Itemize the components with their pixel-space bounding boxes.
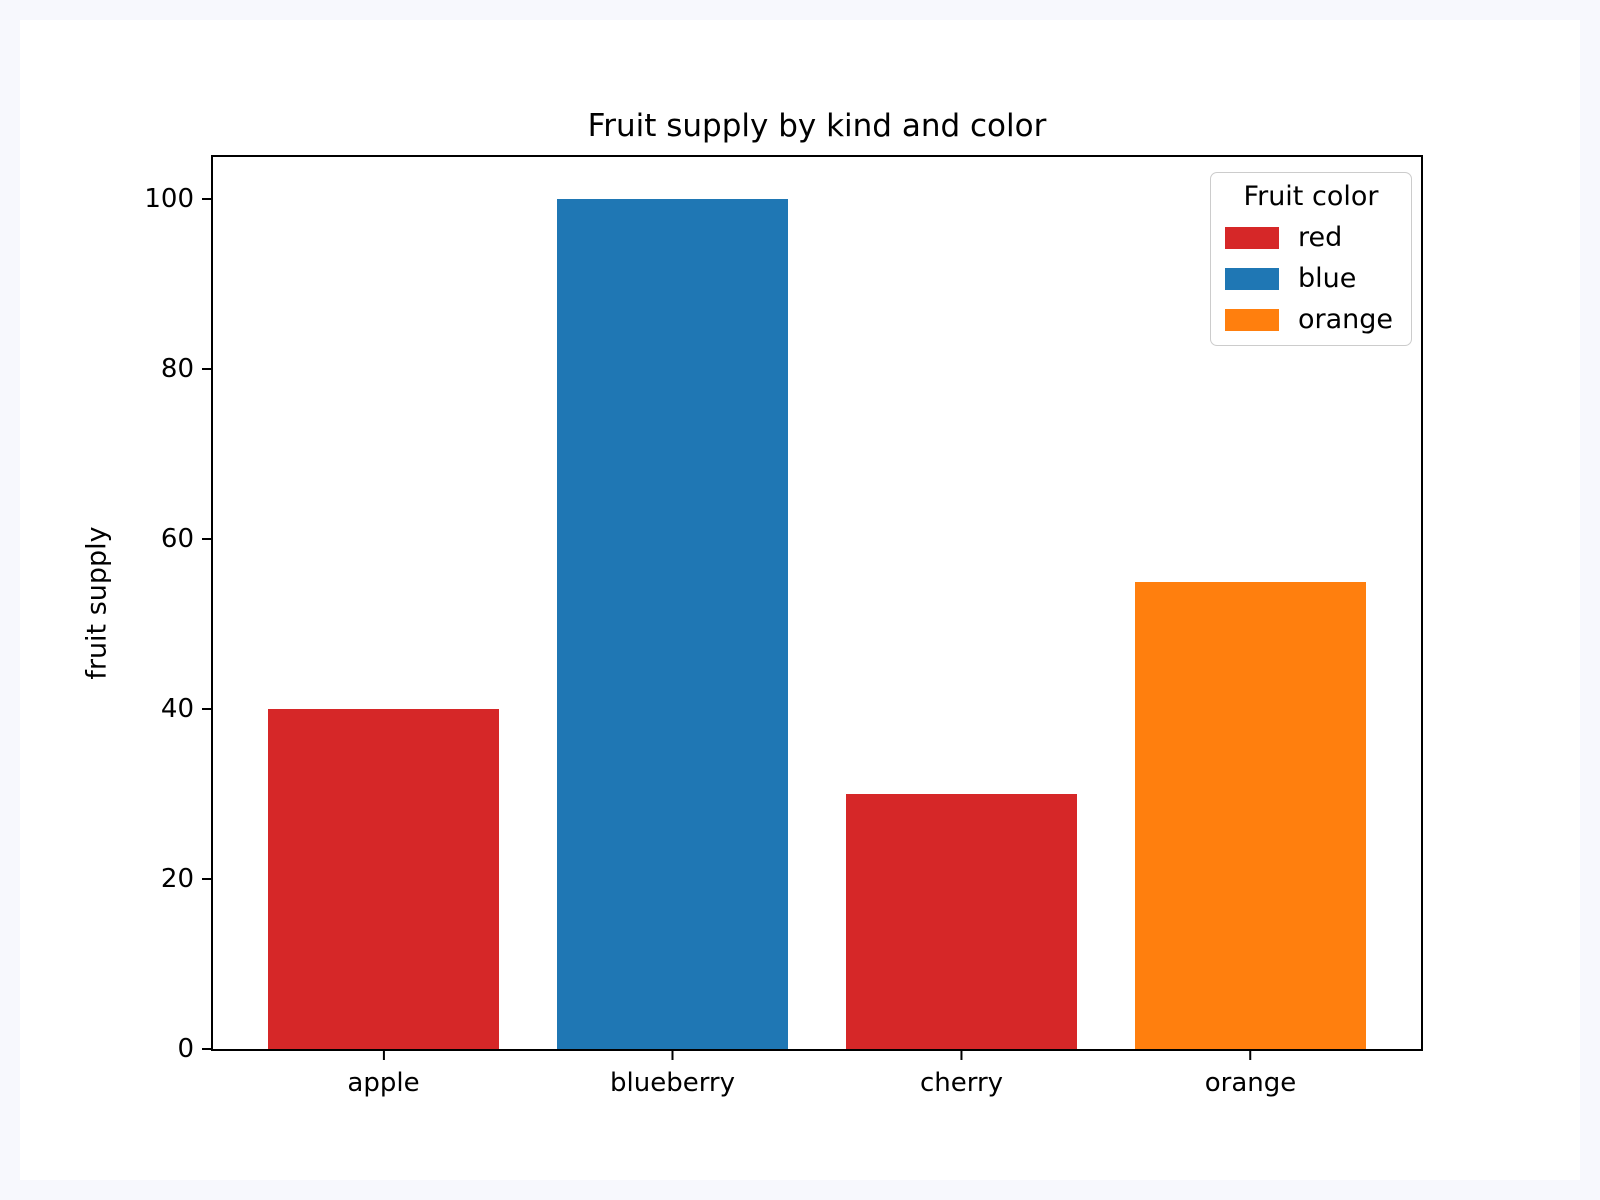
y-tick-label: 80 (160, 354, 194, 385)
legend: Fruit color red blue orange (1210, 172, 1412, 346)
y-tick-label: 60 (160, 524, 194, 555)
y-tick-40: 40 (161, 694, 211, 724)
legend-label: blue (1298, 263, 1357, 294)
legend-entry-blue: blue (1225, 263, 1397, 294)
legend-label: orange (1298, 304, 1394, 335)
y-tick-mark (202, 708, 211, 711)
x-tick-blueberry: blueberry (610, 1051, 735, 1098)
x-tick-label: orange (1204, 1068, 1297, 1098)
y-tick-label: 100 (144, 184, 194, 215)
x-tick-mark (382, 1051, 385, 1060)
y-tick-mark (202, 878, 211, 881)
bar-cherry (845, 794, 1078, 1049)
bar-orange (1134, 581, 1367, 1049)
y-tick-mark (202, 198, 211, 201)
y-tick-mark (202, 1048, 211, 1050)
y-tick-100: 100 (144, 184, 211, 214)
x-tick-apple: apple (347, 1051, 420, 1098)
y-axis-label: fruit supply (81, 526, 113, 680)
x-tick-orange: orange (1204, 1051, 1297, 1098)
x-tick-mark (1249, 1051, 1252, 1060)
x-tick-label: blueberry (609, 1068, 736, 1098)
y-axis-ticks: 0 20 40 60 80 100 (121, 157, 211, 1064)
legend-label: red (1298, 222, 1343, 253)
x-tick-mark (671, 1051, 674, 1060)
y-tick-80: 80 (161, 354, 211, 384)
legend-swatch-orange (1225, 308, 1279, 331)
y-tick-label: 20 (160, 864, 194, 895)
legend-swatch-red (1225, 226, 1279, 249)
chart-title: Fruit supply by kind and color (587, 108, 1047, 144)
legend-title: Fruit color (1243, 181, 1379, 212)
legend-entry-orange: orange (1225, 304, 1397, 335)
legend-swatch-blue (1225, 267, 1279, 290)
legend-entry-red: red (1225, 222, 1397, 253)
y-tick-20: 20 (161, 864, 211, 894)
y-tick-mark (202, 538, 211, 541)
y-tick-0: 0 (177, 1034, 211, 1064)
bar-blueberry (556, 199, 789, 1049)
y-tick-label: 0 (177, 1034, 194, 1064)
x-tick-label: cherry (919, 1068, 1004, 1098)
y-tick-label: 40 (160, 694, 194, 725)
figure: Fruit supply by kind and color fruit sup… (20, 20, 1580, 1180)
x-axis-ticks: apple blueberry cherry orange (211, 1051, 1423, 1121)
bar-apple (267, 709, 500, 1049)
y-tick-mark (202, 368, 211, 371)
y-tick-60: 60 (161, 524, 211, 554)
x-tick-cherry: cherry (920, 1051, 1003, 1098)
x-tick-mark (960, 1051, 963, 1060)
x-tick-label: apple (347, 1068, 420, 1098)
plot-area: Fruit color red blue orange (211, 155, 1423, 1051)
legend-entries: red blue orange (1225, 222, 1397, 335)
